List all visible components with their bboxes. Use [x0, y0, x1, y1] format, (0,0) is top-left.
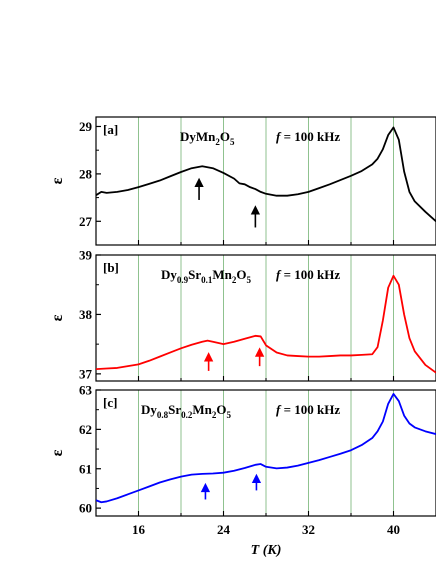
series-line-a: [96, 126, 436, 222]
frequency-label-c: f = 100 kHz: [276, 402, 340, 417]
series-line-b: [96, 274, 436, 374]
xtick-label-24: 24: [217, 522, 231, 537]
xaxis-label: T (K): [251, 543, 282, 558]
formula-c: Dy0.8Sr0.2Mn2O5: [141, 402, 232, 420]
arrow-marker-b-1: [203, 352, 214, 371]
xtick-label-40: 40: [387, 522, 400, 537]
panel-label-c: [c]: [103, 395, 117, 410]
formula-b: Dy0.9Sr0.1Mn2O5: [161, 267, 252, 285]
panel-b: 37 38 39 ε [b] Dy0.9Sr0.1Mn2O5 f = 100 kHz: [49, 248, 436, 382]
panel-label-b: [b]: [103, 260, 119, 275]
arrow-marker-b-2: [254, 347, 265, 367]
ylabel-b: ε: [49, 314, 66, 321]
ytick-label-a-27: 27: [79, 214, 93, 229]
ytick-label-a-28: 28: [79, 166, 93, 181]
series-line-c: [96, 393, 436, 504]
arrow-marker-a-1: [194, 177, 204, 200]
frequency-label-b: f = 100 kHz: [276, 267, 340, 282]
ylabel-a: ε: [49, 177, 66, 184]
ytick-label-c-63: 63: [79, 383, 93, 398]
ytick-label-a-29: 29: [79, 119, 93, 134]
ytick-label-b-37: 37: [79, 366, 93, 381]
xtick-label-16: 16: [132, 522, 146, 537]
panel-c: 60 61 62 63 ε [c] Dy0.8Sr0.2Mn2O5 f = 100 kHz: [49, 383, 436, 517]
formula-a: DyMn2O5: [180, 129, 235, 147]
ytick-label-c-60: 60: [79, 501, 92, 516]
xtick-label-32: 32: [302, 522, 315, 537]
arrow-marker-a-2: [250, 205, 261, 228]
panel-a: 27 28 29 ε [a] DyMn2O5 f = 100 kHz: [49, 116, 436, 246]
panel-label-a: [a]: [103, 122, 118, 137]
ytick-label-c-62: 62: [79, 422, 92, 437]
ytick-label-b-39: 39: [79, 248, 93, 263]
arrow-marker-c-2: [251, 473, 262, 491]
ytick-label-b-38: 38: [79, 307, 93, 322]
ytick-label-c-61: 61: [79, 461, 92, 476]
frequency-label-a: f = 100 kHz: [276, 129, 340, 144]
arrow-marker-c-1: [200, 482, 211, 500]
ylabel-c: ε: [49, 449, 66, 456]
